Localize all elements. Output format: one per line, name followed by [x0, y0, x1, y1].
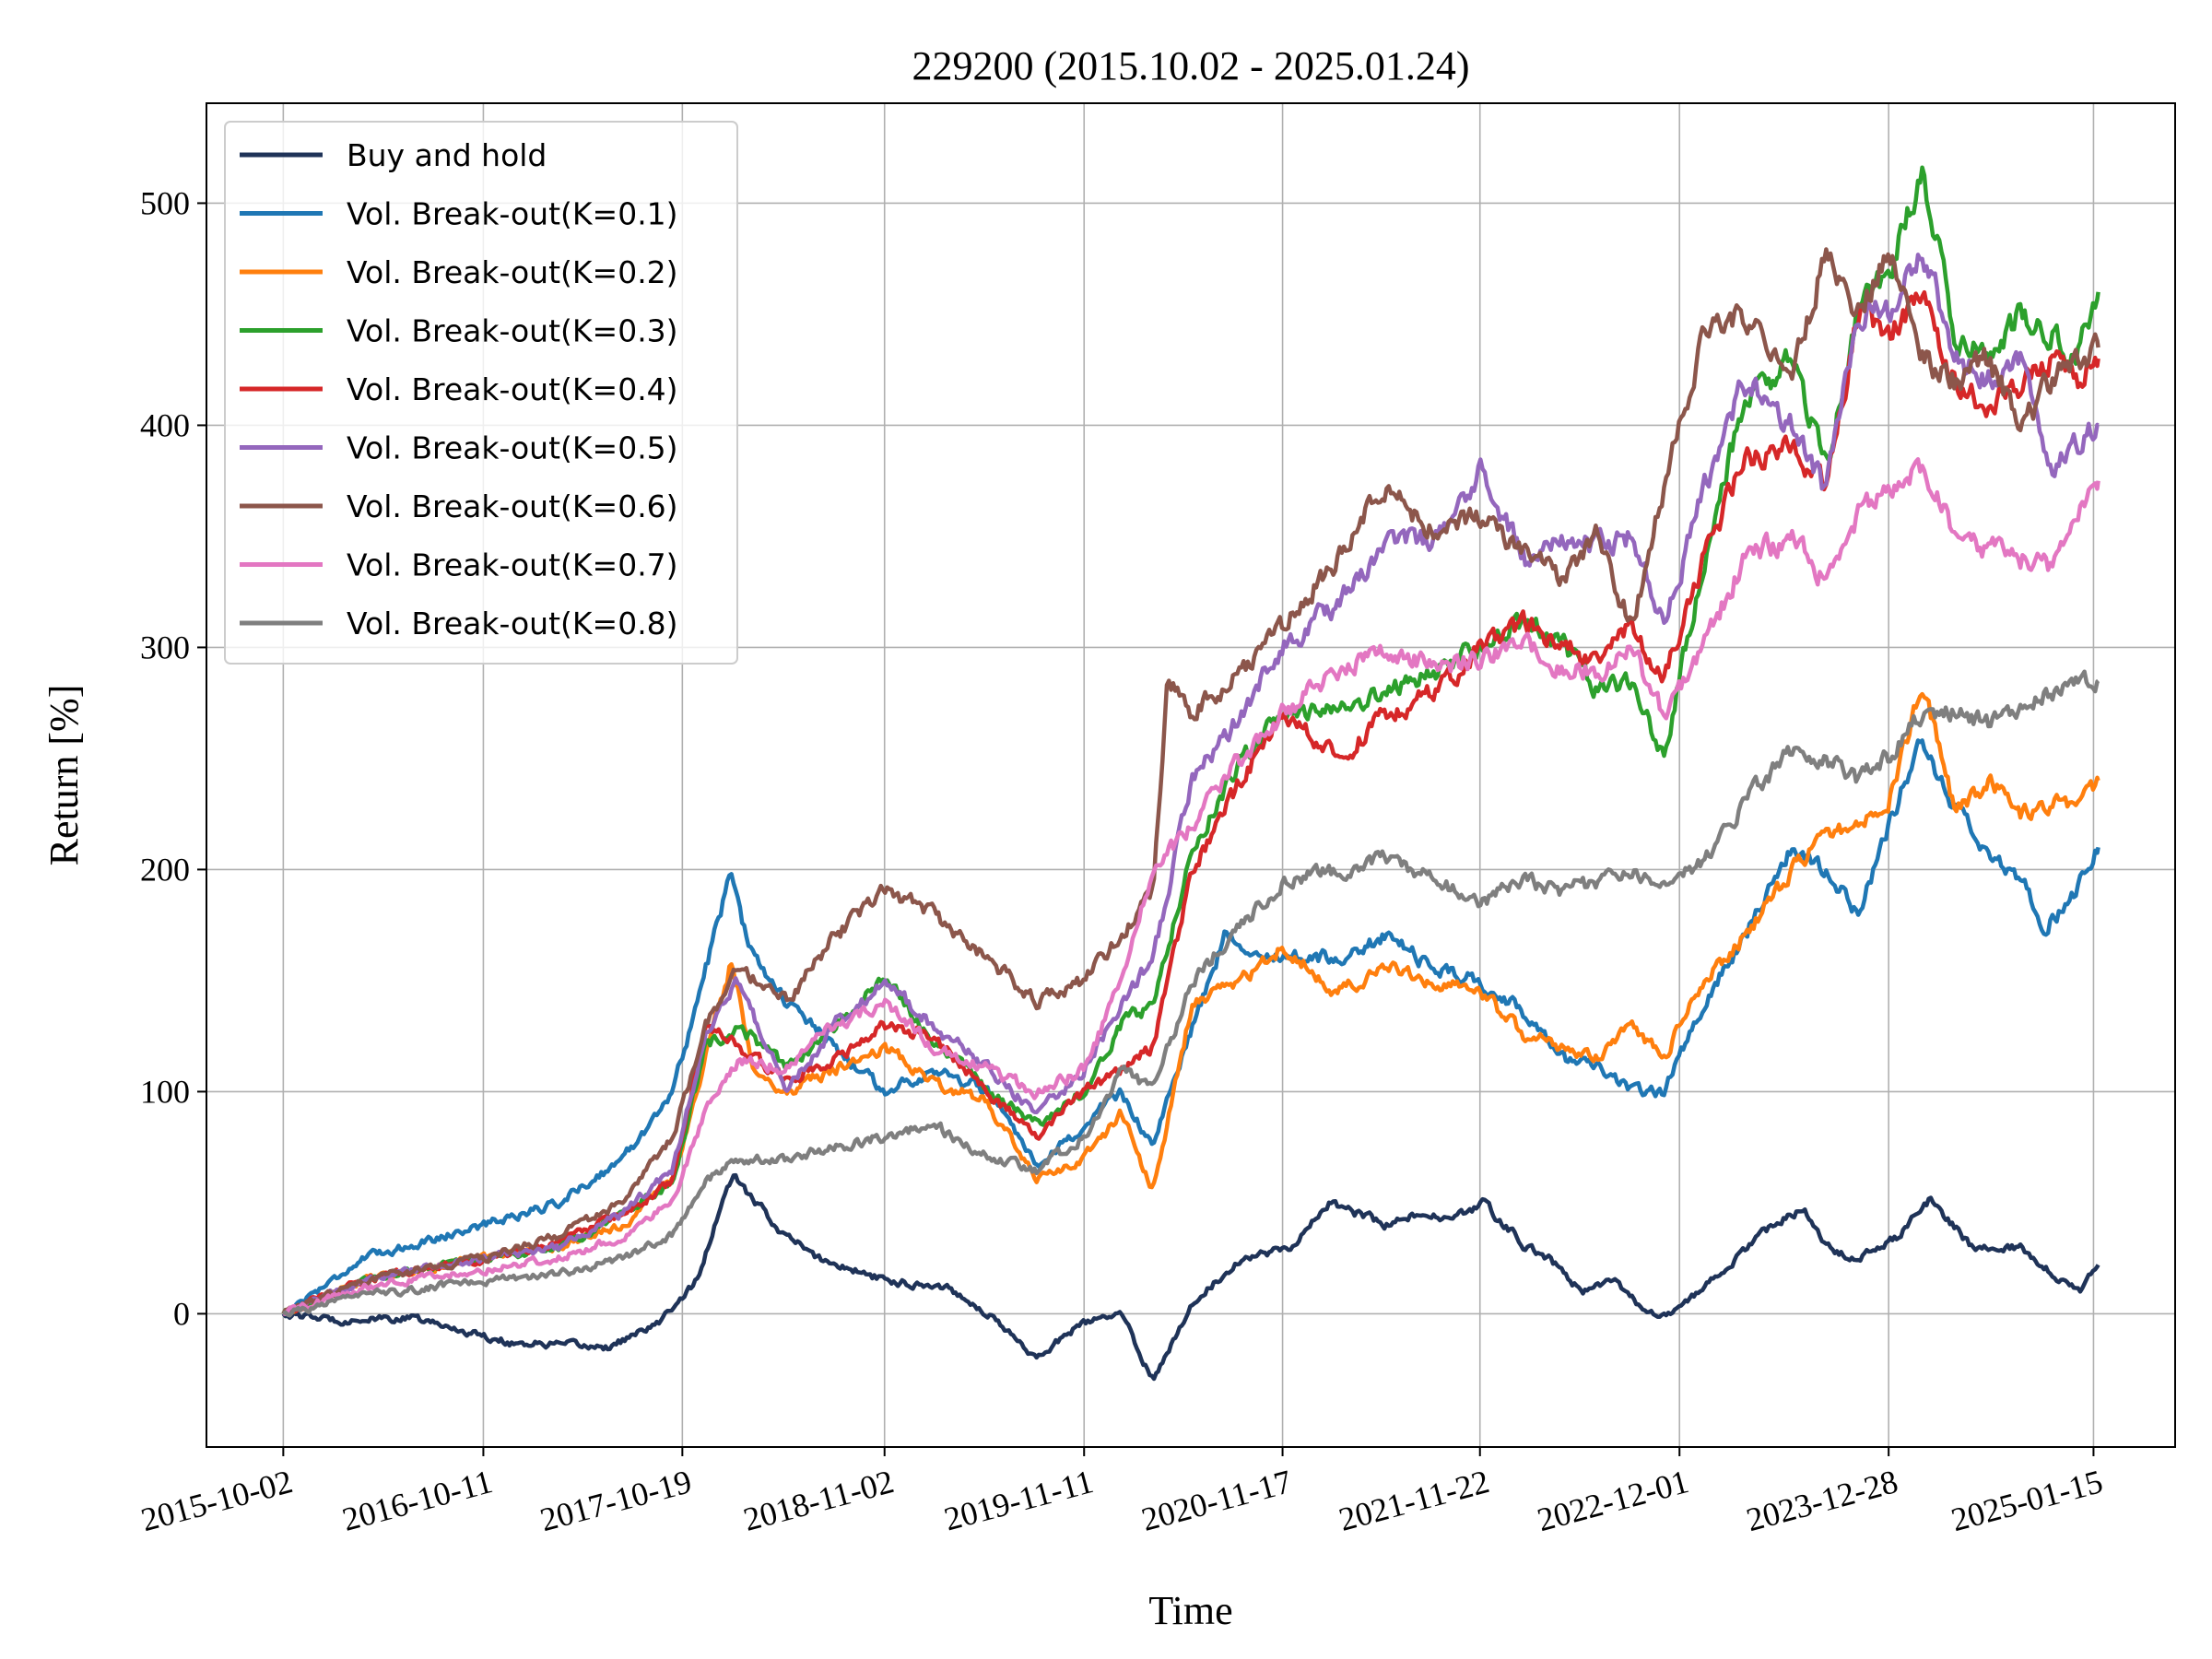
legend-label: Vol. Break-out(K=0.2) — [347, 254, 678, 290]
series-line — [283, 457, 2100, 1316]
y-tick-label: 0 — [173, 1295, 190, 1332]
legend: Buy and hold Vol. Break-out(K=0.1) Vol. Br… — [224, 121, 738, 665]
y-tick-label: 100 — [140, 1073, 190, 1110]
series-line — [282, 669, 2100, 1318]
series-line — [283, 289, 2100, 1316]
y-tick-label: 400 — [140, 406, 190, 443]
legend-label: Vol. Break-out(K=0.7) — [347, 547, 678, 583]
series-line — [281, 253, 2100, 1316]
y-tick-label: 500 — [140, 184, 190, 221]
legend-label: Buy and hold — [347, 137, 547, 173]
legend-box — [224, 121, 738, 665]
legend-label: Vol. Break-out(K=0.4) — [347, 371, 678, 407]
y-axis-label: Return [%] — [41, 685, 87, 866]
legend-label: Vol. Break-out(K=0.5) — [347, 430, 678, 466]
series-line — [281, 1172, 2100, 1382]
series-line — [281, 247, 2100, 1315]
y-tick-label: 300 — [140, 629, 190, 665]
legend-label: Vol. Break-out(K=0.8) — [347, 606, 678, 641]
series-lines — [281, 165, 2100, 1382]
plot-frame — [206, 102, 2176, 1448]
x-axis-label: Time — [1148, 1588, 1232, 1633]
y-tick-label: 200 — [140, 851, 190, 888]
legend-label: Vol. Break-out(K=0.6) — [347, 488, 678, 524]
legend-label: Vol. Break-out(K=0.1) — [347, 196, 678, 232]
legend-label: Vol. Break-out(K=0.3) — [347, 313, 678, 349]
chart-title: 229200 (2015.10.02 - 2025.01.24) — [912, 43, 1470, 88]
